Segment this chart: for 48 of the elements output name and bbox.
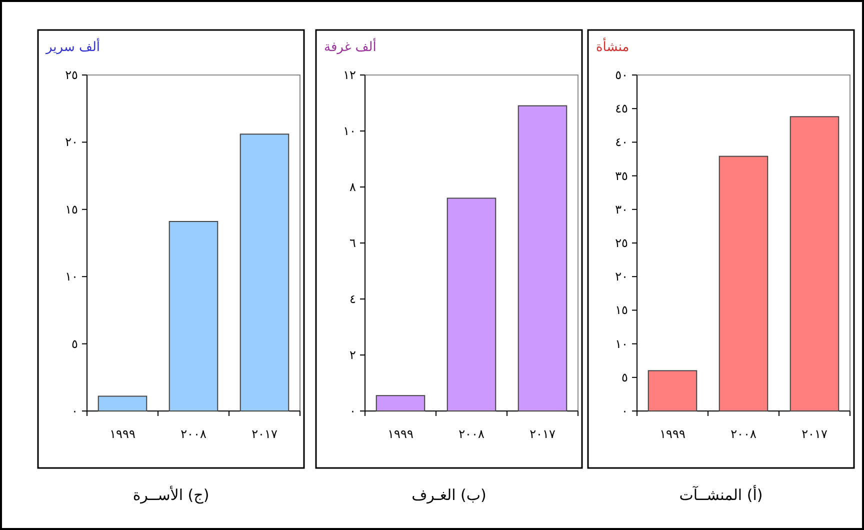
bar <box>98 396 148 412</box>
y-tick-label: ٢٥ <box>65 68 78 82</box>
bar <box>518 105 568 412</box>
bar <box>376 395 426 412</box>
bar <box>648 370 698 412</box>
y-tick-label: ١٢ <box>343 68 356 82</box>
y-tick-label: ٥ <box>622 370 628 384</box>
y-tick-label: ١٠ <box>343 124 356 138</box>
y-axis-title: ألف غرفة <box>324 38 376 55</box>
y-tick-label: ٣٥ <box>615 168 628 183</box>
text: (ب) الغـرف <box>412 486 486 504</box>
y-tick-label: ٠ <box>72 404 78 418</box>
x-tick-label: ١٩٩٩ <box>388 427 414 441</box>
x-tick-label: ٢٠١٧ <box>252 427 278 441</box>
bar <box>168 220 218 412</box>
y-tick-label: ١٠ <box>615 336 628 351</box>
y-tick-label: ٠ <box>622 404 628 418</box>
bar <box>240 134 290 412</box>
y-axis-title: منشأة <box>596 37 630 55</box>
y-tick-label: ٤٠ <box>615 135 628 150</box>
y-tick-label: ٢٥ <box>615 236 628 250</box>
y-tick-label: ١٠ <box>65 270 78 284</box>
x-tick-label: ٢٠٠٨ <box>180 427 207 441</box>
y-tick-label: ٨ <box>350 180 357 194</box>
x-tick-label: ٢٠١٧ <box>530 427 556 441</box>
y-tick-label: ٤ <box>350 292 356 306</box>
x-tick-label: ٢٠٠٨ <box>730 427 757 441</box>
x-tick-label: ٢٠٠٨ <box>458 427 485 441</box>
y-tick-label: ٥٠ <box>615 68 628 82</box>
y-tick-label: ٢٠ <box>615 270 628 284</box>
bar <box>790 116 840 412</box>
y-tick-label: ١٥ <box>65 202 78 216</box>
y-axis-title: ألف سرير <box>45 38 100 55</box>
text: (ج) الأســرة <box>132 485 210 504</box>
y-tick-label: ٠ <box>350 404 356 418</box>
x-tick-label: ٢٠١٧ <box>802 427 828 441</box>
y-tick-label: ١٥ <box>615 303 628 318</box>
bar <box>718 156 768 412</box>
y-tick-label: ٢ <box>350 348 356 362</box>
x-tick-label: ١٩٩٩ <box>660 427 686 441</box>
y-tick-label: ٥ <box>72 336 78 351</box>
y-tick-label: ٤٥ <box>615 102 628 116</box>
y-tick-label: ٢٠ <box>65 135 78 150</box>
text: (أ) المنشــآت <box>679 485 763 504</box>
y-tick-label: ٦ <box>350 236 356 250</box>
y-tick-label: ٣٠ <box>615 202 628 216</box>
x-tick-label: ١٩٩٩ <box>110 427 136 441</box>
bar <box>446 198 496 412</box>
